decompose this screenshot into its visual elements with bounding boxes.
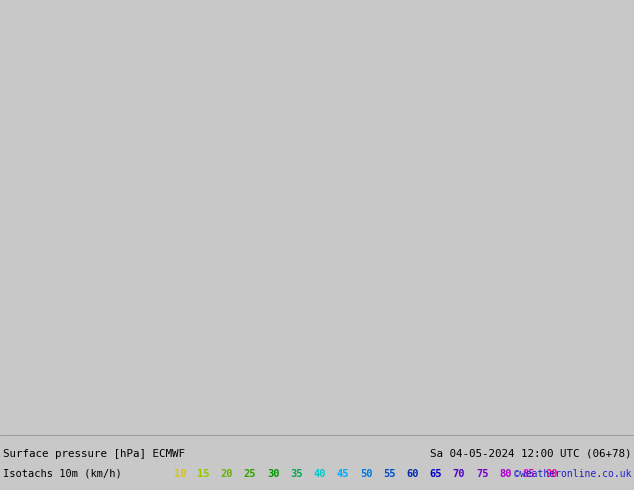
Text: 15: 15 [197, 469, 210, 479]
Text: 25: 25 [243, 469, 256, 479]
Text: 85: 85 [522, 469, 535, 479]
Text: 40: 40 [313, 469, 326, 479]
Text: 20: 20 [221, 469, 233, 479]
Text: 75: 75 [476, 469, 489, 479]
Text: 60: 60 [406, 469, 419, 479]
Text: Surface pressure [hPa] ECMWF: Surface pressure [hPa] ECMWF [3, 448, 185, 459]
Text: 90: 90 [546, 469, 559, 479]
Text: 45: 45 [337, 469, 349, 479]
Text: 70: 70 [453, 469, 465, 479]
Text: Isotachs 10m (km/h): Isotachs 10m (km/h) [3, 469, 128, 479]
Text: 65: 65 [430, 469, 442, 479]
Text: 55: 55 [383, 469, 396, 479]
Text: 50: 50 [360, 469, 372, 479]
Text: ©weatheronline.co.uk: ©weatheronline.co.uk [514, 469, 631, 479]
Text: Sa 04-05-2024 12:00 UTC (06+78): Sa 04-05-2024 12:00 UTC (06+78) [429, 448, 631, 459]
Text: 10: 10 [174, 469, 186, 479]
Text: 35: 35 [290, 469, 302, 479]
Text: 30: 30 [267, 469, 280, 479]
Text: 80: 80 [500, 469, 512, 479]
